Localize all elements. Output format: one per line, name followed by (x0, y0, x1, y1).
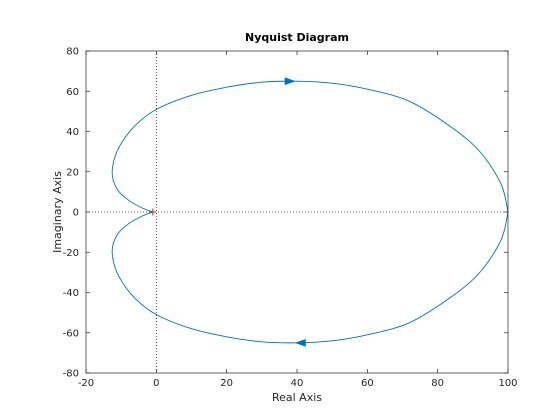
chart-title: Nyquist Diagram (245, 31, 349, 44)
direction-arrows (284, 77, 306, 347)
x-tick-label: 100 (498, 378, 517, 389)
y-tick-label: 80 (66, 47, 79, 58)
y-tick-label: -40 (63, 288, 79, 299)
y-axis-ticks: -80 -60 -40 -20 0 20 40 60 80 (63, 47, 508, 380)
y-tick-label: 40 (66, 127, 79, 138)
critical-point (149, 208, 157, 216)
y-tick-label: 60 (66, 87, 79, 98)
x-tick-label: -20 (78, 378, 94, 389)
x-tick-label: 20 (220, 378, 233, 389)
x-axis-label: Real Axis (272, 391, 322, 404)
direction-arrow-upper (284, 77, 296, 86)
y-axis-label: Imaginary Axis (51, 171, 64, 253)
nyquist-curves (111, 80, 509, 344)
x-axis-ticks: -20 0 20 40 60 80 100 (78, 51, 518, 389)
reference-lines (86, 51, 508, 373)
x-tick-label: 0 (153, 378, 159, 389)
x-tick-label: 40 (291, 378, 304, 389)
y-tick-label: 0 (73, 208, 79, 219)
y-tick-label: 20 (66, 167, 79, 178)
y-tick-label: -80 (63, 369, 79, 380)
direction-arrow-lower (294, 338, 306, 347)
positive-frequency-curve (111, 80, 509, 213)
x-tick-label: 80 (431, 378, 444, 389)
y-tick-label: -20 (63, 248, 79, 259)
y-tick-label: -60 (63, 328, 79, 339)
negative-frequency-curve (111, 211, 509, 344)
x-tick-label: 60 (361, 378, 374, 389)
